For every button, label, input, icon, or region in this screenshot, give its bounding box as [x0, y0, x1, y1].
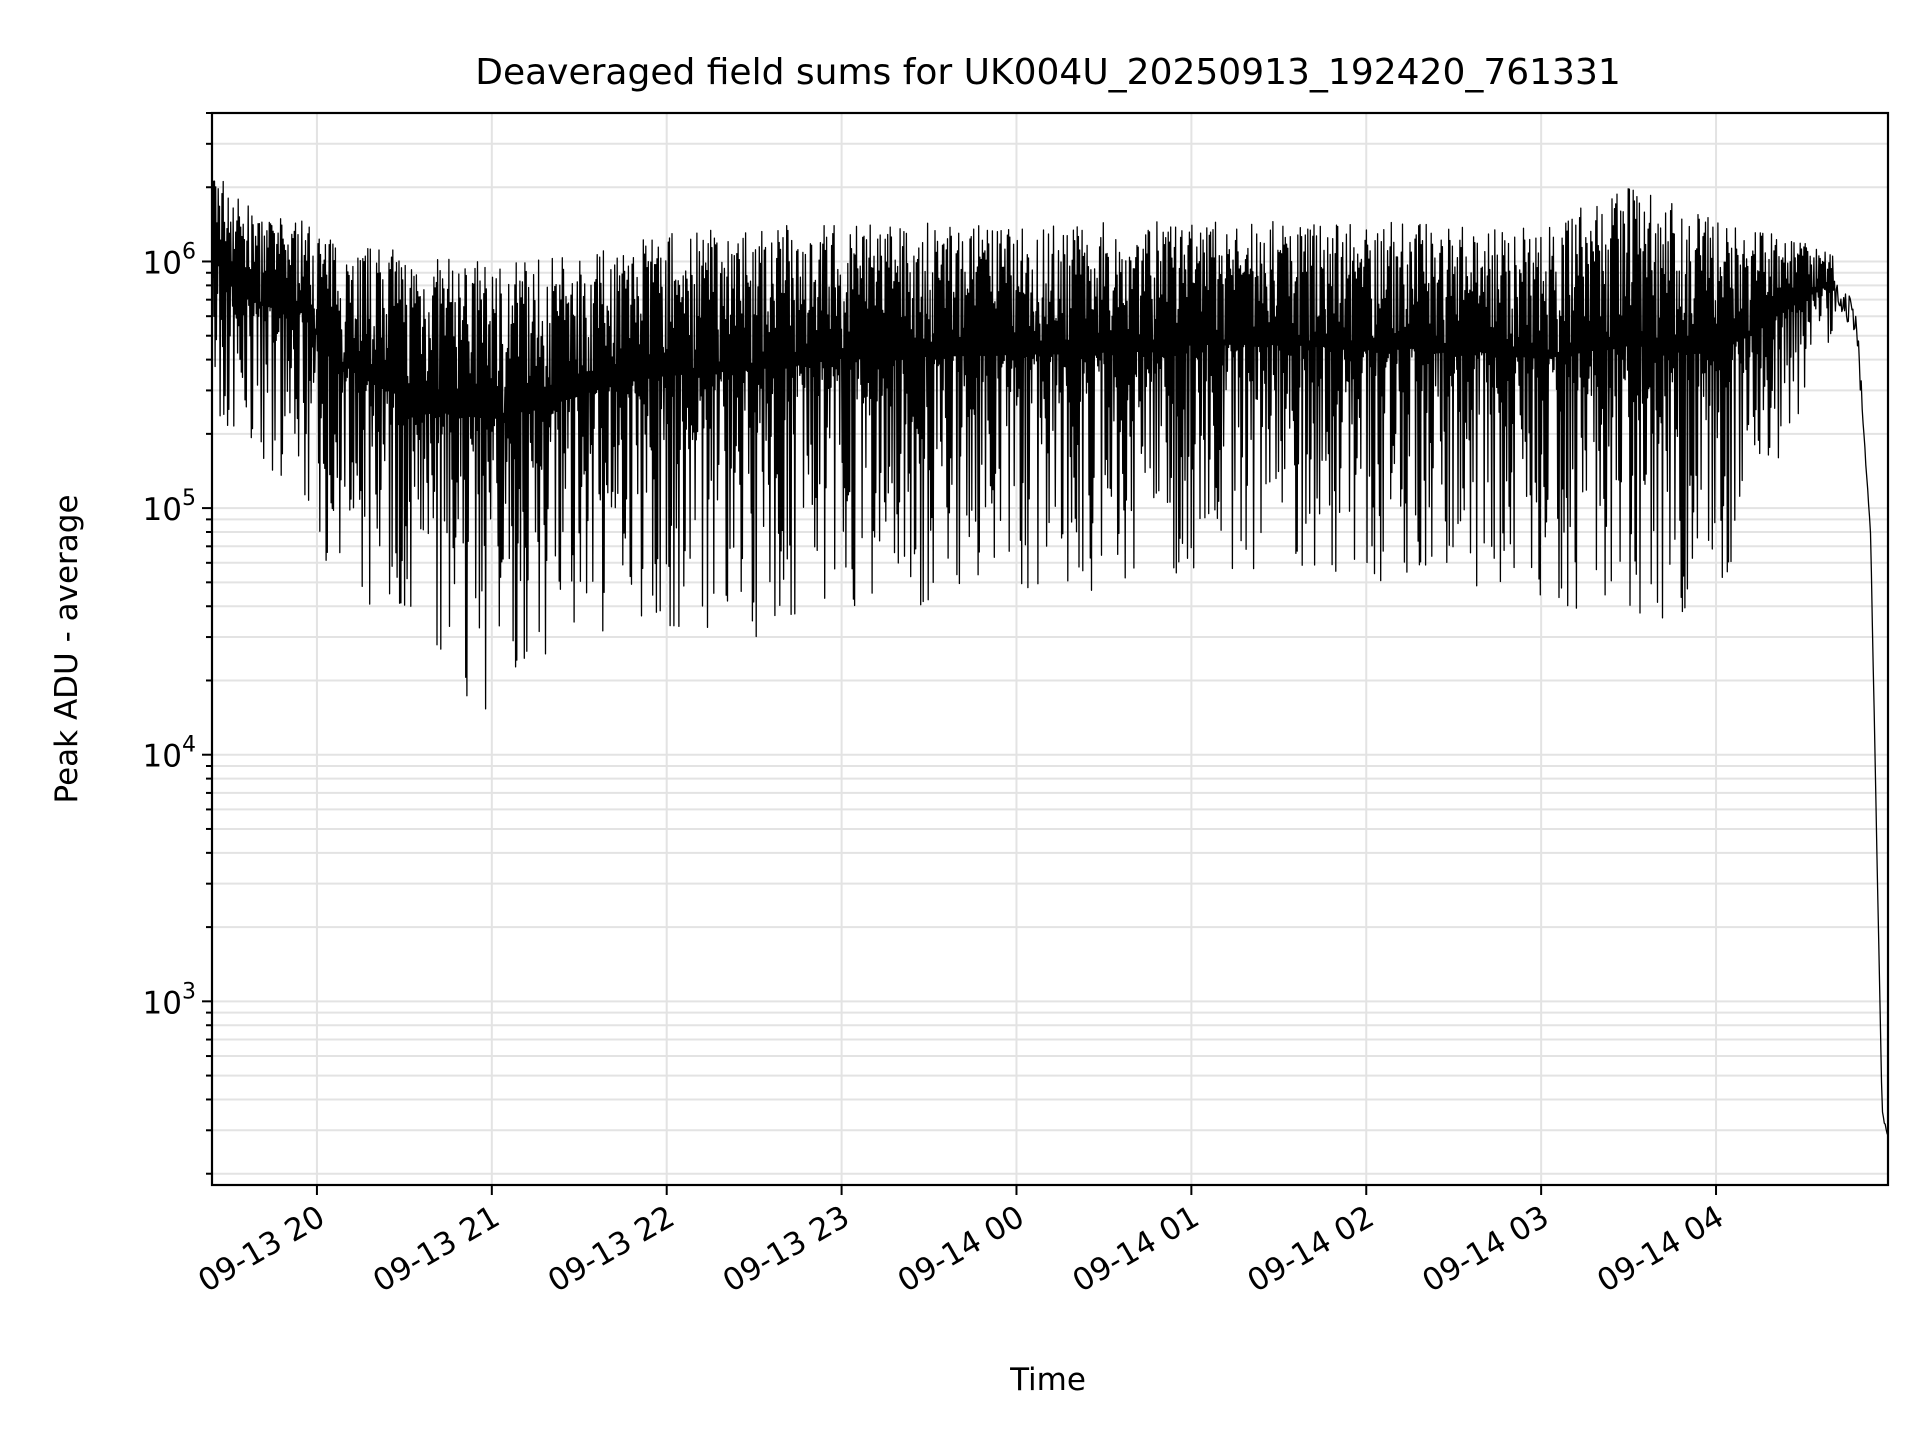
x-tick-label: 09-14 00 — [892, 1199, 1031, 1300]
x-tick-label: 09-14 03 — [1416, 1199, 1555, 1300]
x-tick-label: 09-13 21 — [367, 1199, 506, 1300]
x-tick-label: 09-13 22 — [542, 1199, 681, 1300]
y-tick-label: 105 — [143, 486, 196, 528]
chart-title: Deaveraged field sums for UK004U_2025091… — [475, 52, 1621, 93]
x-tick-label: 09-13 23 — [717, 1199, 856, 1300]
y-tick-label: 103 — [143, 979, 196, 1021]
plot-frame — [210, 111, 1890, 1187]
y-tick-label: 106 — [143, 239, 196, 281]
x-tick-label: 09-13 20 — [192, 1199, 331, 1300]
y-axis: 103 104 105 106 — [143, 112, 212, 1175]
x-axis: 09-13 20 09-13 21 09-13 22 09-13 23 09-14 00… — [192, 1185, 1730, 1300]
series-line — [211, 167, 1889, 1136]
x-axis-label: Time — [1009, 1362, 1086, 1398]
x-tick-label: 09-14 01 — [1067, 1199, 1206, 1300]
x-tick-label: 09-14 02 — [1242, 1199, 1381, 1300]
series-layer — [211, 167, 1889, 1136]
y-tick-label: 104 — [143, 733, 196, 775]
x-tick-label: 09-14 04 — [1591, 1199, 1730, 1300]
y-axis-label: Peak ADU - average — [49, 494, 85, 803]
